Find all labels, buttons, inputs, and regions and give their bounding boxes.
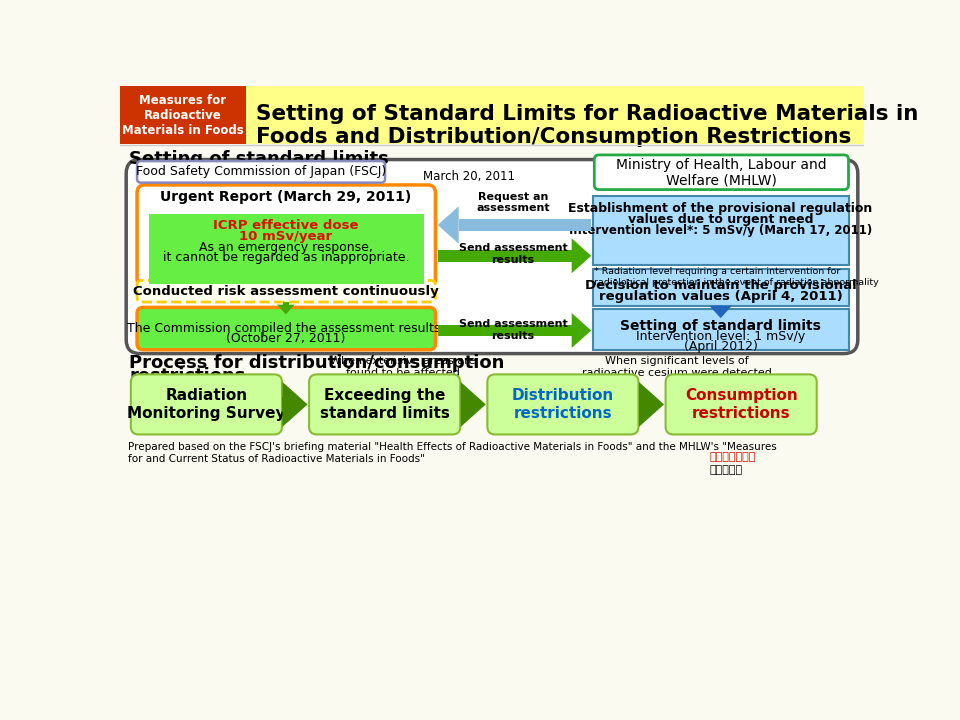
Text: Conducted risk assessment continuously: Conducted risk assessment continuously xyxy=(133,284,439,298)
Text: Prepared based on the FSCJ's briefing material "Health Effects of Radioactive Ma: Prepared based on the FSCJ's briefing ma… xyxy=(128,442,777,464)
Text: When significant levels of
radioactive cesium were detected: When significant levels of radioactive c… xyxy=(582,356,772,377)
Text: Process for distribution/consumption: Process for distribution/consumption xyxy=(130,354,505,372)
Polygon shape xyxy=(709,306,732,318)
Text: ICRP effective dose: ICRP effective dose xyxy=(213,219,359,232)
Bar xyxy=(461,397,462,412)
Text: Ministry of Health, Labour and
Welfare (MHLW): Ministry of Health, Labour and Welfare (… xyxy=(616,158,827,188)
Bar xyxy=(438,325,571,336)
Text: (April 2012): (April 2012) xyxy=(684,340,757,353)
Bar xyxy=(592,309,849,350)
Bar xyxy=(282,397,283,412)
Text: Radiation
Monitoring Survey: Radiation Monitoring Survey xyxy=(127,388,286,420)
Polygon shape xyxy=(277,305,295,315)
FancyBboxPatch shape xyxy=(665,374,817,434)
Text: 食品安全委員会: 食品安全委員会 xyxy=(709,452,756,462)
Text: Distribution
restrictions: Distribution restrictions xyxy=(512,388,614,420)
Text: Setting of standard limits: Setting of standard limits xyxy=(620,319,821,333)
Bar xyxy=(592,196,849,265)
Bar xyxy=(592,269,849,306)
Text: March 20, 2011: March 20, 2011 xyxy=(422,170,515,183)
Polygon shape xyxy=(639,382,664,427)
Text: Establishment of the provisional regulation: Establishment of the provisional regulat… xyxy=(568,202,873,215)
FancyBboxPatch shape xyxy=(309,374,460,434)
FancyBboxPatch shape xyxy=(137,161,385,183)
Text: When extensive areas are
found to be affected: When extensive areas are found to be aff… xyxy=(330,356,475,377)
Text: Setting of Standard Limits for Radioactive Materials in
Foods and Distribution/C: Setting of Standard Limits for Radioacti… xyxy=(255,104,918,148)
Bar xyxy=(120,86,864,144)
Text: values due to urgent need: values due to urgent need xyxy=(628,212,813,225)
Text: As an emergency response,: As an emergency response, xyxy=(199,241,372,254)
Polygon shape xyxy=(282,382,307,427)
Text: Measures for
Radioactive
Materials in Foods: Measures for Radioactive Materials in Fo… xyxy=(122,94,244,137)
Text: Food Safety Commission of Japan (FSCJ): Food Safety Commission of Japan (FSCJ) xyxy=(136,166,386,179)
FancyBboxPatch shape xyxy=(137,280,436,302)
FancyBboxPatch shape xyxy=(137,307,436,350)
FancyBboxPatch shape xyxy=(488,374,638,434)
Text: Request an
assessment: Request an assessment xyxy=(476,192,550,213)
Polygon shape xyxy=(571,313,591,348)
Bar xyxy=(438,250,571,262)
FancyBboxPatch shape xyxy=(137,185,436,287)
Bar xyxy=(459,219,591,231)
FancyBboxPatch shape xyxy=(594,155,849,189)
Text: Send assessment
results: Send assessment results xyxy=(459,319,567,341)
Text: regulation values (April 4, 2011): regulation values (April 4, 2011) xyxy=(599,290,843,303)
Bar xyxy=(283,302,289,305)
Bar xyxy=(149,215,423,284)
Text: restrictions: restrictions xyxy=(130,366,246,384)
Text: (October 27, 2011): (October 27, 2011) xyxy=(227,333,346,346)
FancyBboxPatch shape xyxy=(131,374,282,434)
Text: Consumption
restrictions: Consumption restrictions xyxy=(684,388,798,420)
Polygon shape xyxy=(571,238,591,274)
Polygon shape xyxy=(438,207,459,243)
Text: Setting of standard limits: Setting of standard limits xyxy=(130,150,389,168)
Text: 厚生労働省: 厚生労働省 xyxy=(709,465,742,475)
Bar xyxy=(639,397,640,412)
Text: Exceeding the
standard limits: Exceeding the standard limits xyxy=(320,388,449,420)
Text: Urgent Report (March 29, 2011): Urgent Report (March 29, 2011) xyxy=(160,189,412,204)
Text: Intervention level: 1 mSv/y: Intervention level: 1 mSv/y xyxy=(636,330,805,343)
Text: The Commission compiled the assessment results.: The Commission compiled the assessment r… xyxy=(127,322,444,335)
FancyBboxPatch shape xyxy=(126,160,858,354)
Text: Decision to maintain the provisional: Decision to maintain the provisional xyxy=(585,279,856,292)
Polygon shape xyxy=(461,382,486,427)
Text: Intervention level*: 5 mSv/y (March 17, 2011): Intervention level*: 5 mSv/y (March 17, … xyxy=(569,224,873,237)
Bar xyxy=(120,86,246,144)
Text: Send assessment
results: Send assessment results xyxy=(459,243,567,265)
Text: 10 mSv/year: 10 mSv/year xyxy=(239,230,332,243)
Text: it cannot be regarded as inappropriate.: it cannot be regarded as inappropriate. xyxy=(162,251,409,264)
Text: * Radiation level requiring a certain intervention for
radiological protection i: * Radiation level requiring a certain in… xyxy=(594,267,879,287)
